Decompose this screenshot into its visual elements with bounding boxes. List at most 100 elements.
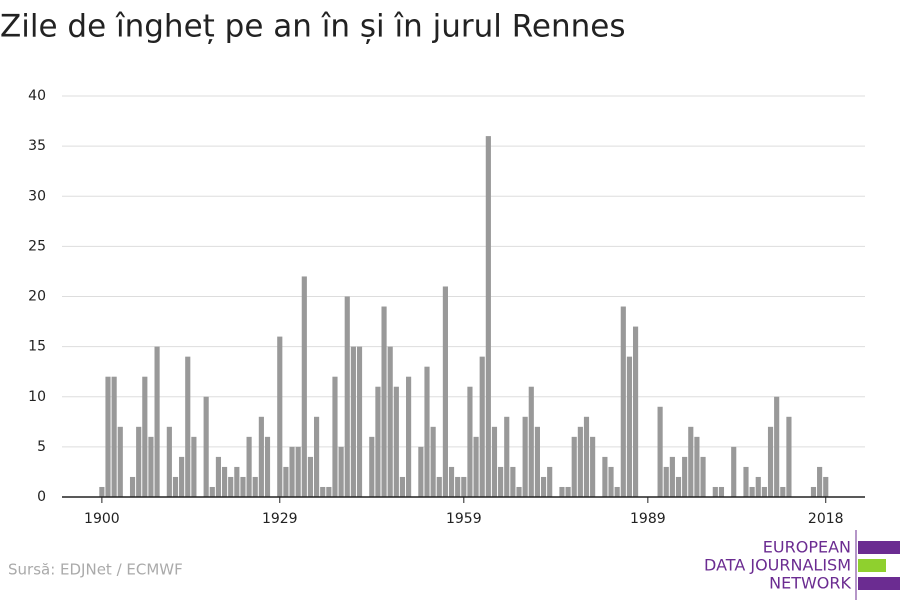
logo-line: EUROPEAN [763, 538, 851, 557]
source: Sursă: EDJNet / ECMWF [8, 561, 183, 579]
bar [461, 476, 467, 497]
logo-line: DATA JOURNALISM [704, 556, 851, 575]
logo-bar [858, 559, 886, 572]
bar [571, 436, 577, 497]
bar [810, 486, 817, 497]
bar [172, 476, 179, 497]
bar [369, 436, 375, 497]
bar [577, 426, 583, 497]
bar [99, 486, 105, 497]
bar [620, 306, 626, 497]
bar [755, 476, 761, 497]
y-tick-label: 10 [28, 389, 46, 405]
y-tick-label: 35 [28, 138, 46, 154]
bar [136, 426, 142, 497]
bar [731, 446, 737, 497]
bar [718, 486, 725, 497]
bar [516, 486, 522, 497]
bar [448, 466, 455, 497]
y-tick-label: 30 [28, 188, 46, 204]
bar [338, 446, 344, 497]
bar [179, 456, 185, 497]
x-tick-label: 2018 [808, 511, 844, 527]
y-tick-label: 15 [28, 339, 46, 355]
bar [694, 436, 700, 497]
bar [522, 416, 528, 497]
bar [424, 366, 430, 497]
bar [221, 466, 228, 497]
bar [332, 376, 338, 497]
bar [547, 466, 553, 497]
bar [252, 476, 258, 497]
bar [749, 486, 755, 497]
bar [393, 386, 399, 497]
bar [774, 396, 780, 497]
bar [767, 426, 774, 497]
y-tick-label: 0 [37, 489, 46, 505]
bar [675, 476, 682, 497]
bar [289, 446, 295, 497]
logo-bar [858, 577, 900, 590]
bar [626, 356, 633, 497]
bar [455, 476, 461, 497]
bar [381, 306, 387, 497]
bar [154, 346, 160, 497]
logo-bar [858, 541, 900, 554]
bar [344, 296, 350, 497]
bar [301, 276, 307, 497]
bar [657, 406, 663, 497]
bar [780, 486, 786, 497]
bar [565, 486, 571, 497]
bar [258, 416, 264, 497]
x-tick-label: 1900 [84, 511, 120, 527]
bar [602, 456, 608, 497]
y-tick-label: 25 [28, 238, 46, 254]
bar [283, 466, 289, 497]
bar [559, 486, 565, 497]
bar [307, 456, 314, 497]
bar [356, 346, 363, 497]
bar [590, 436, 596, 497]
bar [185, 356, 191, 497]
x-tick-label: 1959 [446, 511, 482, 527]
bar [473, 436, 479, 497]
bar [632, 326, 639, 497]
bar [528, 386, 534, 497]
y-tick-label: 40 [28, 88, 46, 104]
logo-line: NETWORK [769, 574, 851, 593]
bar [406, 376, 412, 497]
bar [743, 466, 749, 497]
bar [234, 466, 240, 497]
bar [166, 426, 172, 497]
bar [418, 446, 424, 497]
bar [209, 486, 215, 497]
bar [203, 396, 209, 497]
bar [583, 416, 590, 497]
bar [700, 456, 706, 497]
bar [228, 476, 234, 497]
bar [399, 476, 406, 497]
bar [491, 426, 498, 497]
bar [504, 416, 510, 497]
bar [485, 136, 491, 497]
bar [375, 386, 381, 497]
bar [326, 486, 332, 497]
bar [540, 476, 547, 497]
bar [817, 466, 823, 497]
bar [682, 456, 688, 497]
bar [277, 336, 283, 497]
bar [387, 346, 393, 497]
bar [467, 386, 473, 497]
bar [498, 466, 504, 497]
bar [663, 466, 669, 497]
bar [350, 346, 356, 497]
bar [430, 426, 436, 497]
bar [314, 416, 320, 497]
bar [712, 486, 718, 497]
chart-title: Zile de îngheț pe an în și în jurul Renn… [0, 9, 625, 45]
bar [608, 466, 614, 497]
bar [442, 286, 448, 497]
bar [246, 436, 252, 497]
x-tick-label: 1929 [262, 511, 298, 527]
